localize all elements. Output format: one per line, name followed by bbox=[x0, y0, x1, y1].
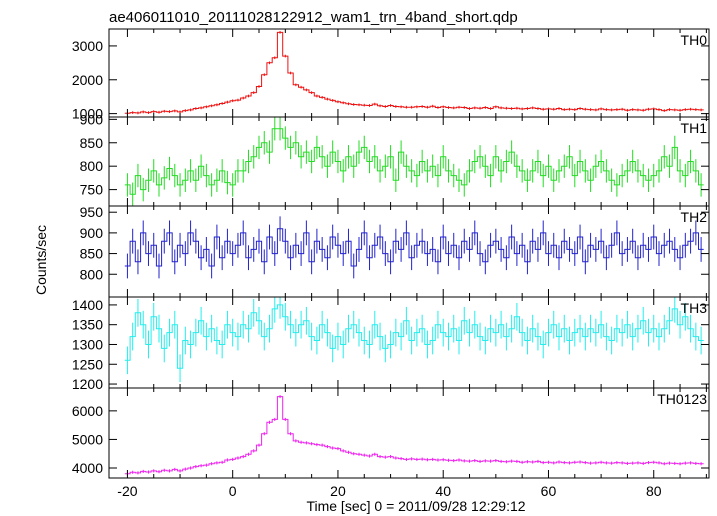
panel-label: TH2 bbox=[681, 209, 708, 225]
panel-frame bbox=[108, 28, 710, 118]
y-tick-label: 1300 bbox=[72, 336, 103, 352]
panel-label: TH0 bbox=[681, 32, 708, 48]
y-tick-label: 4000 bbox=[72, 460, 103, 476]
y-tick-label: 2000 bbox=[72, 72, 103, 88]
panel-th0: 1000 2000 3000 TH0 bbox=[72, 28, 710, 122]
x-tick-label: -20 bbox=[117, 483, 137, 499]
panel-data bbox=[124, 216, 704, 279]
y-tick-label: 5000 bbox=[72, 431, 103, 447]
x-tick-label: 40 bbox=[435, 483, 451, 499]
y-tick-label: 1200 bbox=[72, 376, 103, 392]
panel-label: TH1 bbox=[681, 120, 708, 136]
x-tick-label: 0 bbox=[229, 483, 237, 499]
panel-frame bbox=[108, 116, 710, 207]
panel-frame bbox=[108, 296, 710, 389]
panel-data bbox=[124, 117, 704, 206]
series-line-th3 bbox=[124, 304, 704, 369]
series-line-th0 bbox=[124, 31, 704, 114]
y-tick-label: 750 bbox=[80, 182, 104, 198]
y-tick-label: 950 bbox=[80, 204, 104, 220]
y-tick-label: 3000 bbox=[72, 38, 103, 54]
panel-th0123: 4000 5000 6000 TH0123 bbox=[72, 387, 710, 479]
y-tick-label: 800 bbox=[80, 158, 104, 174]
x-tick-label: 80 bbox=[646, 483, 662, 499]
y-axis-label: Counts/sec bbox=[33, 225, 49, 295]
y-tick-label: 900 bbox=[80, 225, 104, 241]
x-tick-label: 20 bbox=[330, 483, 346, 499]
x-axis-label: Time [sec] 0 = 2011/09/28 12:29:12 bbox=[306, 498, 525, 514]
panel-th3: 1200 1250 1300 1350 1400 TH3 bbox=[72, 296, 710, 392]
series-line-th0123 bbox=[124, 396, 704, 475]
y-tick-label: 800 bbox=[80, 266, 104, 282]
chart-title: ae406011010_20111028122912_wam1_trn_4ban… bbox=[109, 9, 518, 26]
panel-label: TH0123 bbox=[657, 391, 707, 407]
panel-data bbox=[124, 395, 704, 476]
y-tick-label: 6000 bbox=[72, 403, 103, 419]
series-line-th2 bbox=[124, 228, 704, 267]
y-tick-label: 1400 bbox=[72, 297, 103, 313]
panel-frame bbox=[108, 387, 710, 479]
y-tick-label: 1250 bbox=[72, 356, 103, 372]
y-tick-label: 850 bbox=[80, 246, 104, 262]
panel-data bbox=[124, 297, 704, 383]
y-tick-label: 900 bbox=[80, 111, 104, 127]
panel-th1: 750 800 850 900 TH1 bbox=[80, 111, 710, 207]
y-tick-label: 1350 bbox=[72, 317, 103, 333]
x-tick-label: 60 bbox=[541, 483, 557, 499]
panel-label: TH3 bbox=[681, 300, 708, 316]
y-tick-label: 850 bbox=[80, 135, 104, 151]
y-tick-label: 1000 bbox=[72, 106, 103, 122]
series-line-th1 bbox=[124, 128, 704, 195]
panel-data bbox=[124, 31, 704, 115]
panel-th2: 800 850 900 950 TH2 bbox=[80, 204, 710, 298]
